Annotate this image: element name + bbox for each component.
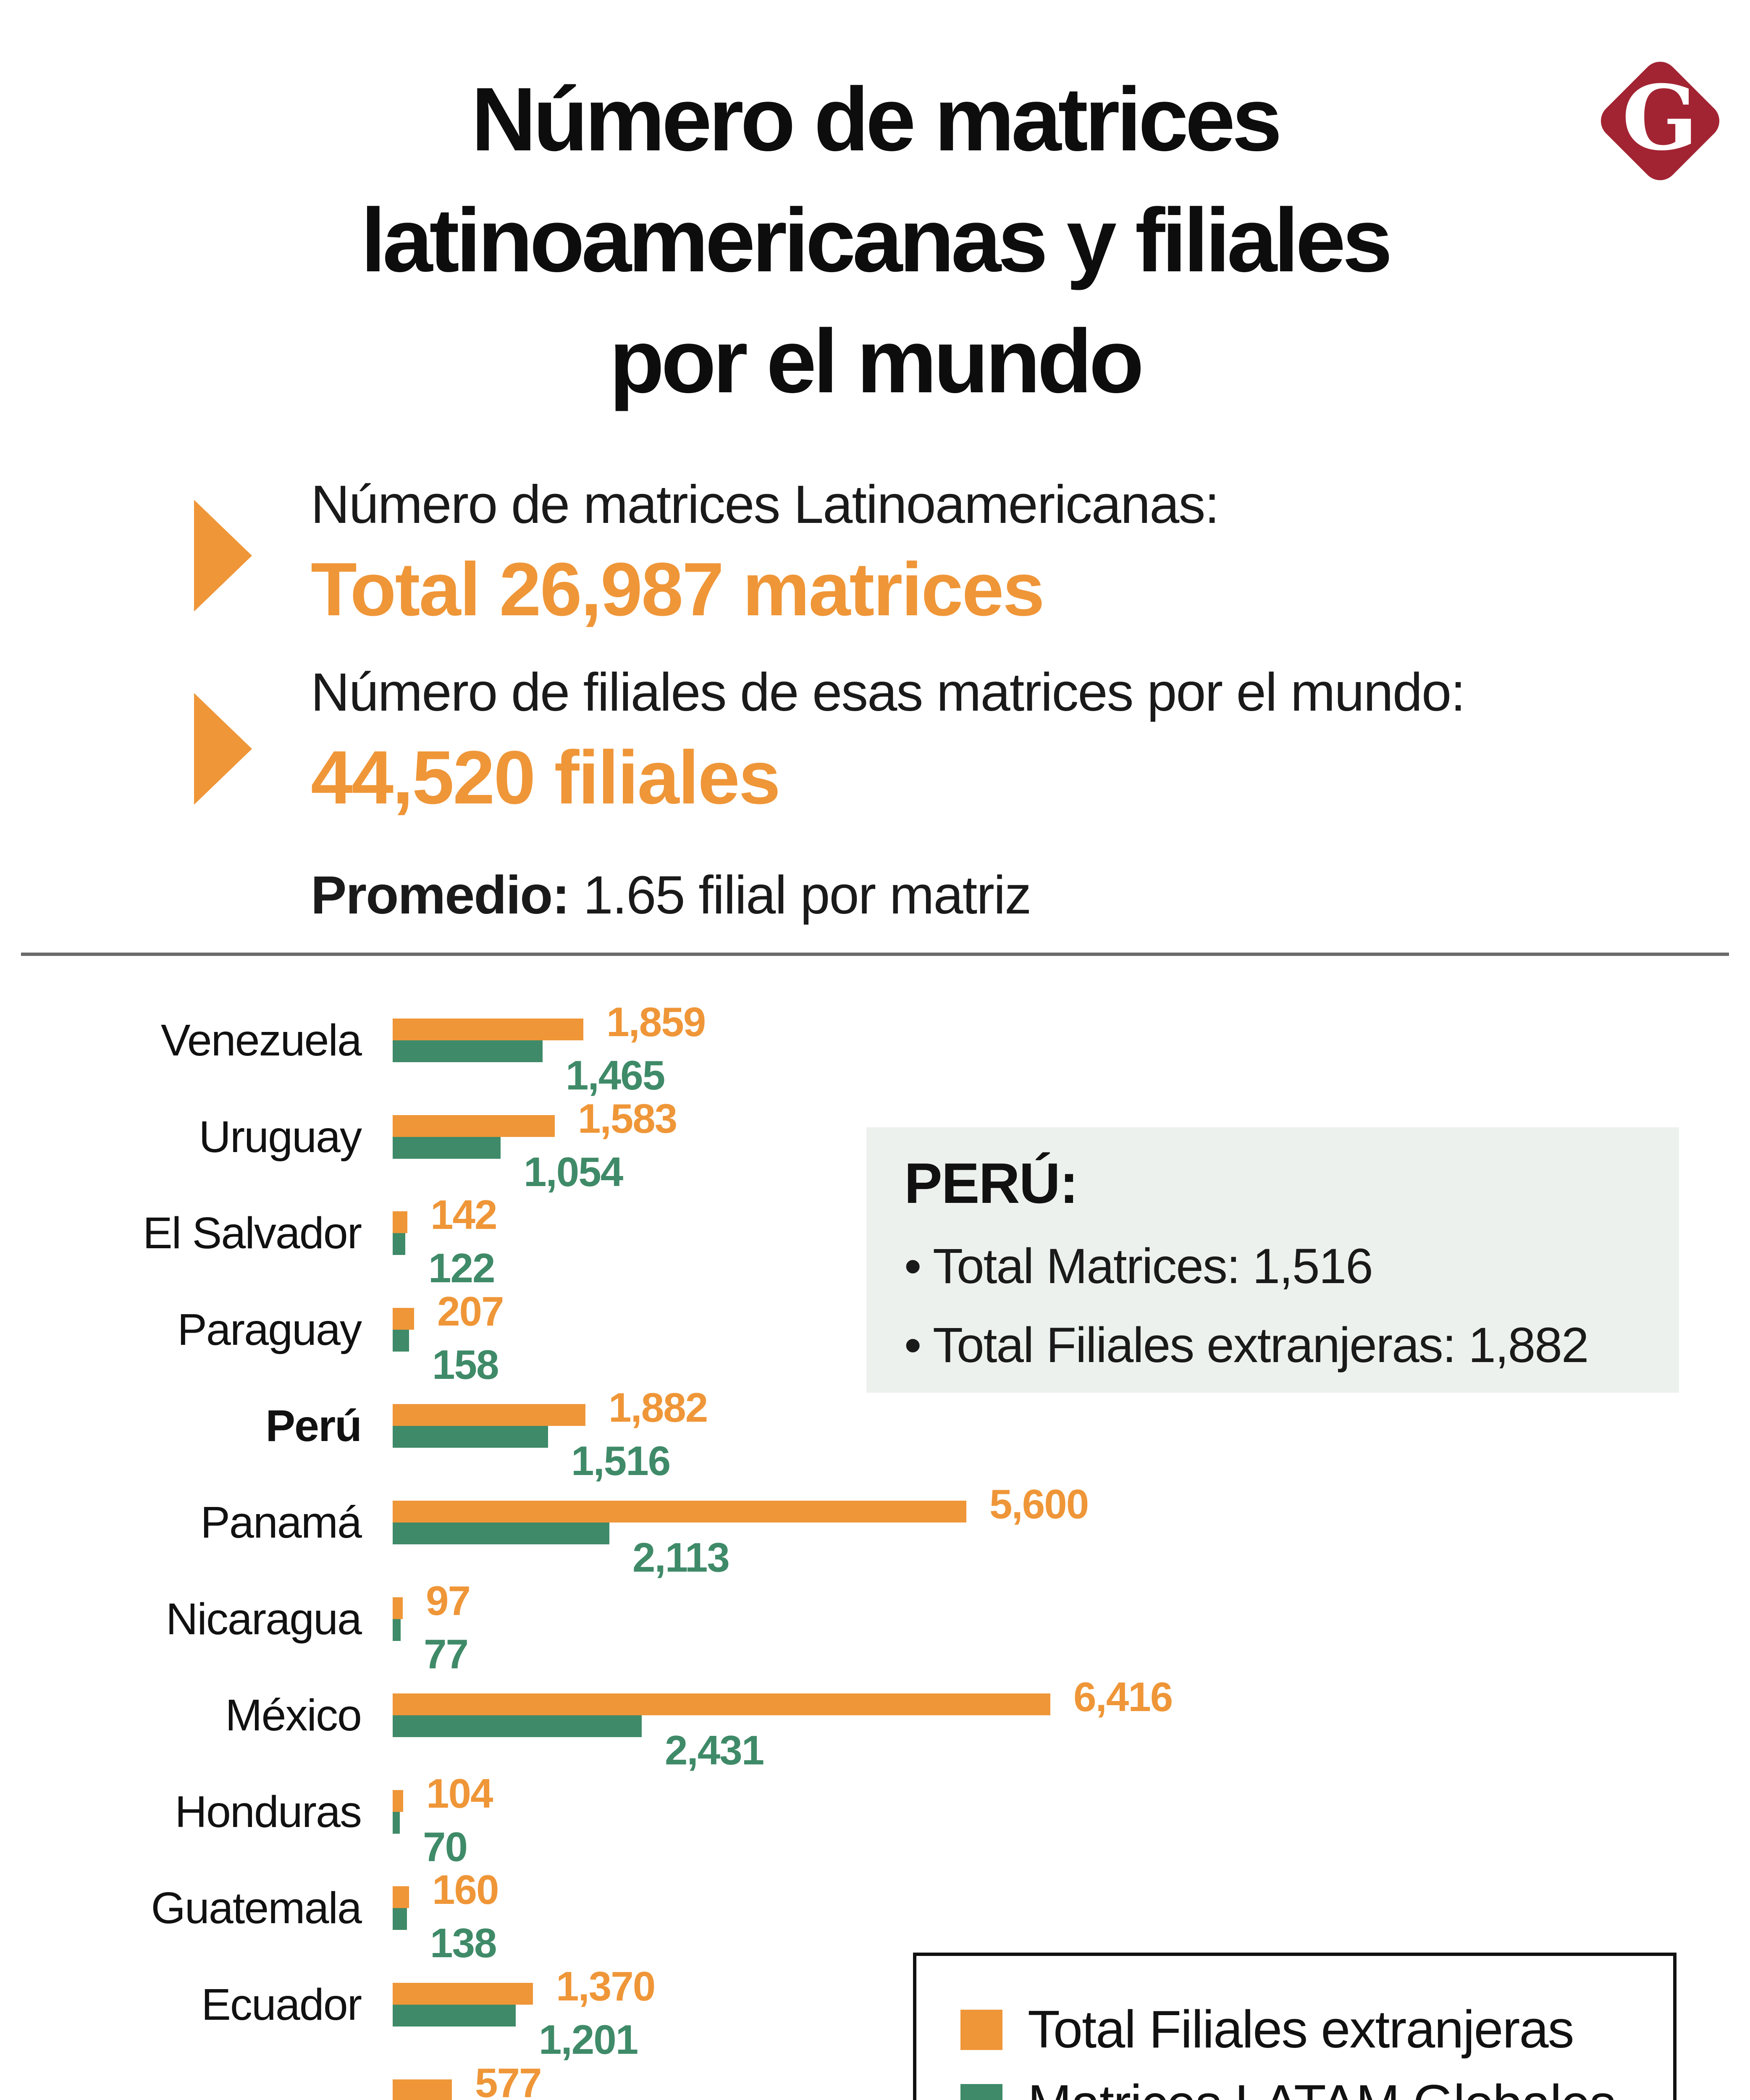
chart-row: 577474 [0,2062,1750,2100]
peru-highlight-box: PERÚ: • Total Matrices: 1,516 • Total Fi… [866,1127,1679,1393]
country-label: Nicaragua [165,1594,362,1644]
chart-row: Perú 1,882 1,516 [0,1386,1750,1501]
matrices-bar [393,1040,543,1062]
filiales-caption: Número de filiales de esas matrices por … [311,662,1466,722]
matrices-value-label: 2,431 [665,1727,764,1773]
chart-row: El Salvador 142 122 [0,1194,1750,1308]
matrices-value-label: 2,113 [632,1534,730,1580]
matrices-total: Total 26,987 matrices [311,547,1045,632]
country-label: Honduras [175,1787,362,1837]
filiales-value-label: 142 [430,1192,498,1238]
page-title-line3: por el mundo [609,310,1144,412]
chart-row: Paraguay 207 158 [0,1290,1750,1404]
matrices-bar [393,1137,501,1159]
filiales-bar [393,1886,409,1908]
chart-row: Ecuador 1,370 1,201 [0,1965,1750,2079]
legend-label-filiales: Total Filiales extranjeras [1028,2000,1574,2059]
country-label: Uruguay [199,1112,362,1162]
chart-row: Uruguay 1,583 1,054 [0,1097,1750,1212]
country-label: Guatemala [151,1883,362,1933]
filiales-bar [393,1404,585,1426]
matrices-value-label: 122 [428,1245,496,1291]
promedio-value: 1.65 filial por matriz [569,865,1032,925]
chart-row: México 6,416 2,431 [0,1676,1750,1790]
matrices-value-label: 77 [424,1631,469,1677]
matrices-value-label: 70 [423,1824,468,1870]
country-label: México [225,1690,362,1740]
country-label [0,2079,361,2100]
page-title-line1: Número de matrices [471,68,1282,170]
country-label: Venezuela [160,1016,362,1065]
matrices-value-label: 1,516 [571,1438,671,1484]
page-title-line2: latinoamericanas y filiales [361,189,1393,291]
page-title: Número de matrices latinoamericanas y fi… [0,59,1750,422]
matrices-bar [393,1619,401,1641]
matrices-bar [393,1715,642,1737]
filiales-bar [393,1983,533,2005]
peru-box-filiales: • Total Filiales extranjeras: 1,882 [904,1318,1589,1373]
matrices-value-label: 1,465 [566,1052,665,1098]
matrices-value-label: 158 [432,1341,499,1388]
logo-letter: G [1621,66,1698,170]
country-label: Perú [265,1401,362,1451]
matrices-caption: Número de matrices Latinoamericanas: [311,475,1220,535]
filiales-value-label: 5,600 [989,1481,1089,1527]
filiales-value-label: 160 [432,1866,499,1913]
promedio-label: Promedio: [311,865,570,925]
legend-label-matrices: Matrices LATAM Globales [1028,2077,1616,2100]
filiales-total: 44,520 filiales [311,735,781,820]
filiales-bar [393,1018,583,1040]
chart-row: Venezuela 1,859 1,465 [0,1001,1750,1115]
filiales-value-label: 1,859 [606,999,706,1045]
peru-box-matrices: • Total Matrices: 1,516 [904,1239,1373,1294]
filiales-value-label: 207 [437,1288,504,1334]
chart-row: Nicaragua 97 77 [0,1580,1750,1694]
matrices-value-label: 1,201 [539,2016,638,2063]
matrices-value-label: 138 [430,1920,497,1966]
filiales-bar [393,1308,414,1330]
matrices-bar [393,1522,609,1544]
country-label: Paraguay [177,1305,362,1354]
matrices-bar [393,1908,407,1930]
promedio-note: Promedio: 1.65 filial por matriz [311,864,1031,926]
filiales-value-label: 6,416 [1073,1674,1173,1720]
filiales-value-label: 577 [475,2060,542,2100]
filiales-bar [393,1211,407,1233]
filiales-value-label: 104 [426,1770,493,1816]
peru-box-title: PERÚ: [904,1151,1078,1215]
filiales-bar [393,1790,403,1812]
matrices-bar [393,2005,516,2026]
country-label: Ecuador [201,1980,362,2029]
chart-row: Honduras 104 70 [0,1772,1750,1887]
matrices-bar [393,1330,409,1352]
chart-legend: Total Filiales extranjeras Matrices LATA… [913,1953,1677,2100]
arrow-right-icon [194,693,252,805]
filiales-bar [393,2079,452,2100]
top-divider [21,953,1729,956]
country-label: El Salvador [142,1208,362,1258]
filiales-value-label: 1,583 [578,1095,677,1142]
filiales-bar [393,1597,403,1619]
gestion-logo: G [1593,54,1726,187]
arrow-right-icon [194,500,252,612]
matrices-bar [393,1812,400,1834]
filiales-bar [393,1693,1050,1715]
chart-row: Panamá 5,600 2,113 [0,1483,1750,1597]
filiales-bar [393,1115,555,1137]
legend-swatch-green-icon [960,2084,1002,2100]
chart-row: Guatemala 160 138 [0,1869,1750,1983]
filiales-value-label: 97 [426,1578,471,1624]
filiales-value-label: 1,370 [556,1963,656,2009]
matrices-bar [393,1426,548,1448]
legend-swatch-orange-icon [960,2010,1002,2050]
matrices-bar [393,1233,405,1255]
filiales-bar [393,1501,966,1522]
matrices-value-label: 1,054 [524,1149,623,1195]
filiales-value-label: 1,882 [609,1384,708,1431]
country-label: Panamá [200,1498,362,1547]
